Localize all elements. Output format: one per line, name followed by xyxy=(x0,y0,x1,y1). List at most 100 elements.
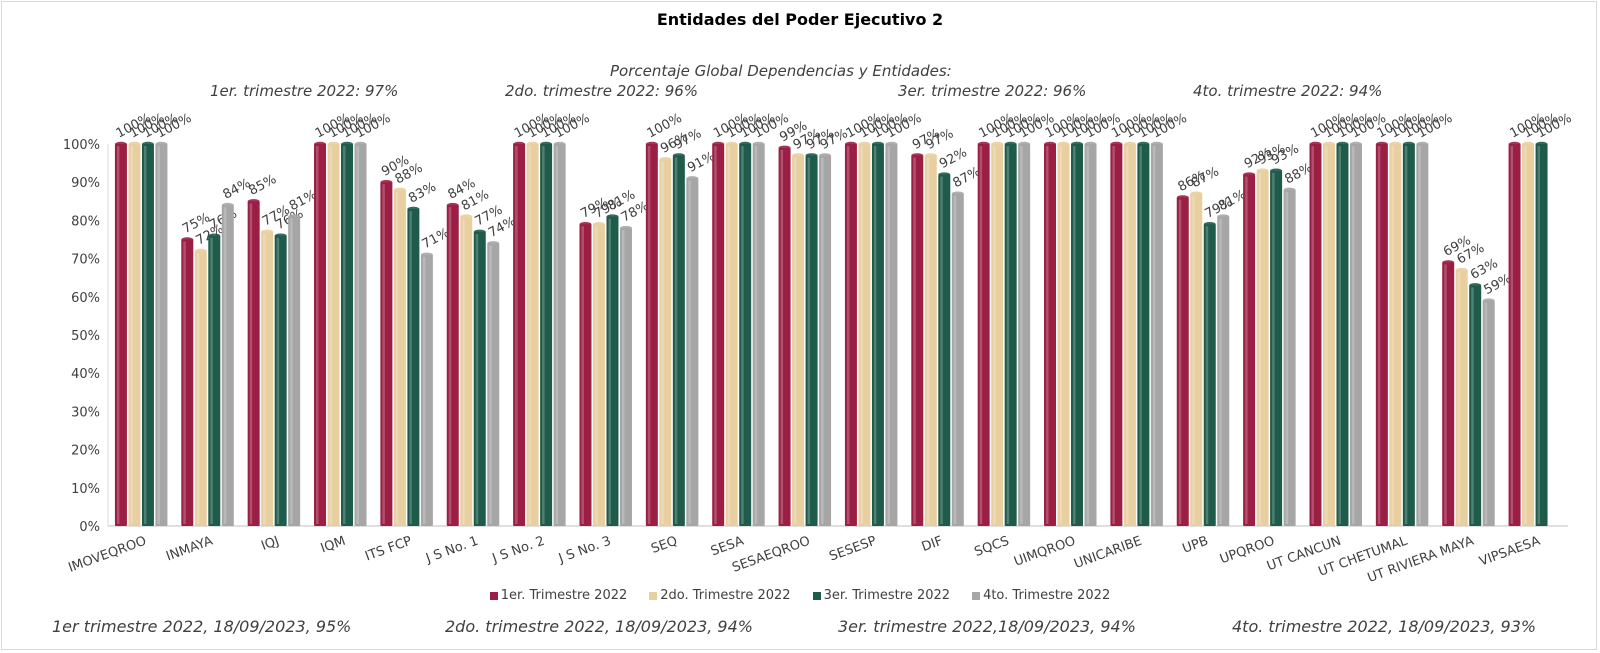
bar-cap xyxy=(778,145,791,151)
bar-cap xyxy=(1442,260,1455,265)
bar-cap xyxy=(513,141,526,147)
bar-cap xyxy=(1004,141,1017,147)
legend-item-q1: 1er. Trimestre 2022 xyxy=(489,588,627,603)
bar-highlight xyxy=(462,218,465,524)
bar xyxy=(513,144,526,526)
bar xyxy=(1416,144,1429,526)
bar-highlight xyxy=(1510,146,1514,524)
bar-cap xyxy=(977,141,990,147)
x-tick-label: J S No. 2 xyxy=(490,534,547,567)
bar-cap xyxy=(1309,141,1322,147)
bar xyxy=(871,144,884,526)
data-label: 83% xyxy=(406,180,439,207)
global-header-note: Porcentaje Global Dependencias y Entidad… xyxy=(610,62,952,80)
x-tick-label: IQJ xyxy=(259,534,281,554)
bar-highlight xyxy=(741,146,744,524)
bar-cap xyxy=(1522,141,1535,147)
x-tick-label: IQM xyxy=(319,534,348,557)
footer-note-q1: 1er trimestre 2022, 18/09/2023, 95% xyxy=(52,617,352,636)
bar-highlight xyxy=(1245,176,1248,524)
bar xyxy=(991,144,1004,526)
bar-highlight xyxy=(1059,146,1063,524)
bar-highlight xyxy=(1524,146,1527,524)
bar xyxy=(1018,144,1031,526)
bar-highlight xyxy=(581,226,584,524)
bar xyxy=(393,189,406,526)
bar xyxy=(1402,144,1415,526)
y-tick-label: 10% xyxy=(71,482,100,497)
bar-cap xyxy=(314,141,327,147)
bar-cap xyxy=(1243,172,1256,177)
bar-highlight xyxy=(727,146,731,524)
bar-cap xyxy=(712,141,725,147)
bar-highlight xyxy=(143,146,147,524)
data-label: 85% xyxy=(246,172,279,199)
bar-cap xyxy=(1137,141,1150,147)
bar xyxy=(1442,262,1455,526)
bar-cap xyxy=(1402,141,1415,147)
legend-label-q2: 2do. Trimestre 2022 xyxy=(660,588,791,603)
bar-highlight xyxy=(873,146,877,524)
bar-highlight xyxy=(329,146,333,524)
bar-cap xyxy=(739,141,752,147)
bar-highlight xyxy=(940,176,943,524)
bar-cap xyxy=(792,153,805,158)
x-tick-label: INMAYA xyxy=(164,534,215,565)
bar xyxy=(1044,144,1057,526)
bar xyxy=(606,216,619,526)
bar-cap xyxy=(1349,141,1362,147)
bar xyxy=(778,147,791,526)
bar-cap xyxy=(645,141,658,147)
bar xyxy=(1469,285,1482,526)
legend-item-q4: 4to. Trimestre 2022 xyxy=(972,588,1110,603)
q1-global-note: 1er. trimestre 2022: 97% xyxy=(210,82,399,100)
footer-note-q4: 4to. trimestre 2022, 18/09/2023, 93% xyxy=(1232,617,1537,636)
bar xyxy=(924,155,937,526)
bar xyxy=(1535,144,1548,526)
bar xyxy=(155,144,168,526)
bar-highlight xyxy=(1086,146,1090,524)
bar-highlight xyxy=(1444,264,1447,524)
bar xyxy=(1190,193,1203,526)
bar-cap xyxy=(844,141,857,147)
bar-highlight xyxy=(448,207,452,524)
bar xyxy=(1123,144,1136,526)
bar-cap xyxy=(194,248,207,254)
bar-highlight xyxy=(1311,146,1314,524)
bar-highlight xyxy=(1258,172,1262,525)
bar xyxy=(977,144,990,526)
bar-cap xyxy=(1270,168,1283,173)
bar-cap xyxy=(871,141,884,147)
y-tick-label: 100% xyxy=(63,138,100,153)
bar xyxy=(819,155,832,526)
bar-cap xyxy=(1044,141,1057,147)
bar-highlight xyxy=(276,237,280,524)
bar-highlight xyxy=(528,146,532,524)
x-tick-label: UPB xyxy=(1181,534,1211,557)
bar-highlight xyxy=(821,157,824,524)
bar-cap xyxy=(991,141,1004,147)
bar-cap xyxy=(141,141,154,147)
bar-highlight xyxy=(780,149,784,524)
bar-highlight xyxy=(1285,191,1289,524)
bar-cap xyxy=(752,141,765,147)
bar-highlight xyxy=(1391,146,1394,524)
bar-cap xyxy=(380,180,393,185)
bar-highlight xyxy=(1324,146,1328,524)
bar xyxy=(911,155,924,526)
bar-highlight xyxy=(555,146,559,524)
bar-cap xyxy=(805,153,818,158)
bar xyxy=(1137,144,1150,526)
bar-highlight xyxy=(993,146,996,524)
bar-highlight xyxy=(409,210,412,524)
bar-cap xyxy=(1057,141,1070,147)
legend-swatch-q1 xyxy=(489,591,498,600)
bar xyxy=(725,144,738,526)
legend-item-q3: 3er. Trimestre 2022 xyxy=(812,588,950,603)
chart-legend: 1er. Trimestre 2022 2do. Trimestre 2022 … xyxy=(0,588,1600,603)
bar-highlight xyxy=(395,191,399,524)
bar xyxy=(1110,144,1123,526)
bar-cap xyxy=(1150,141,1163,147)
bar xyxy=(1508,144,1521,526)
bar-cap xyxy=(1336,141,1349,147)
